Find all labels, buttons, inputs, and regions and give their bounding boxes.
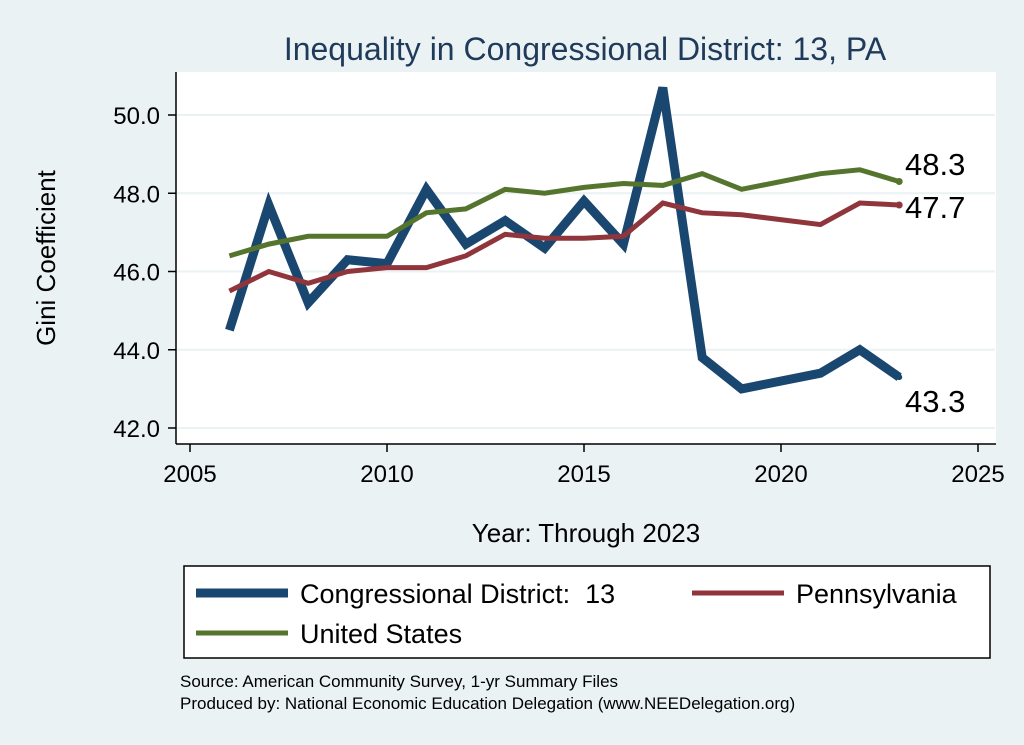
end-label-pennsylvania: 47.7 [905, 190, 965, 225]
series-lines [225, 86, 903, 394]
series-line-us [228, 167, 900, 259]
y-tick-label: 48.0 [113, 181, 160, 208]
chart-title: Inequality in Congressional District: 13… [284, 31, 887, 67]
x-tick-label: 2015 [557, 461, 610, 488]
y-tick-labels: 42.0 44.0 46.0 48.0 50.0 [113, 103, 160, 443]
legend-label-us: United States [300, 619, 462, 649]
producer-note: Produced by: National Economic Education… [180, 694, 795, 713]
y-tick-label: 46.0 [113, 260, 160, 287]
end-point-marker [896, 374, 903, 381]
x-tick-label: 2020 [754, 461, 807, 488]
end-label-us: 48.3 [905, 147, 965, 182]
source-note: Source: American Community Survey, 1-yr … [180, 672, 618, 691]
series-line-pennsylvania [228, 200, 900, 294]
y-axis-title: Gini Coefficient [31, 169, 61, 346]
axes [168, 72, 996, 452]
end-label-district: 43.3 [905, 384, 965, 419]
legend: Congressional District: 13 Pennsylvania Un… [196, 579, 958, 649]
x-tick-label: 2010 [360, 461, 413, 488]
y-tick-label: 42.0 [113, 416, 160, 443]
y-tick-label: 50.0 [113, 103, 160, 130]
end-point-marker [895, 178, 903, 186]
x-tick-label: 2005 [163, 461, 216, 488]
plot-area [176, 72, 996, 444]
x-tick-labels: 2005 2010 2015 2020 2025 [163, 461, 1004, 488]
legend-label-district: Congressional District: 13 [300, 579, 615, 609]
legend-label-pennsylvania: Pennsylvania [796, 579, 958, 609]
x-tick-label: 2025 [951, 461, 1004, 488]
end-point-marker [895, 201, 903, 209]
x-axis-title: Year: Through 2023 [472, 518, 700, 548]
y-tick-label: 44.0 [113, 338, 160, 365]
end-labels: 43.3 47.7 48.3 [905, 147, 965, 419]
legend-box [183, 565, 991, 659]
